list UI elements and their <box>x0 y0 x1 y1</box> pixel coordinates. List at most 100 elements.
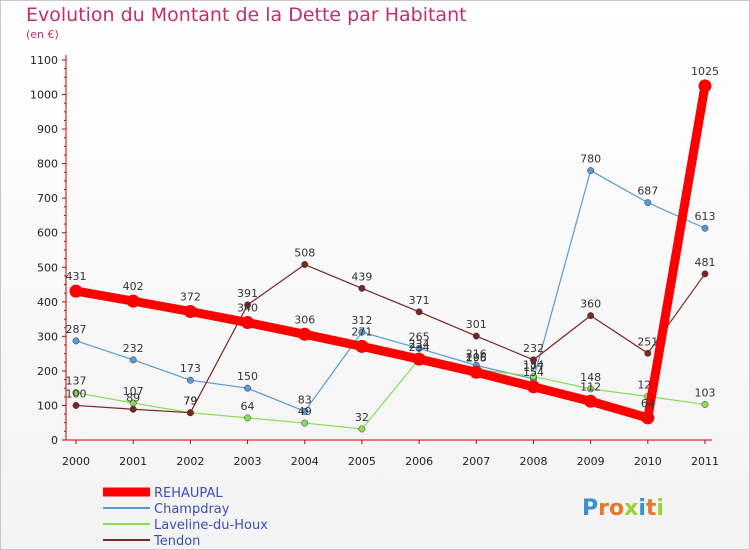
data-point <box>358 328 366 336</box>
data-label: 780 <box>580 153 601 166</box>
data-point <box>587 167 595 174</box>
data-point <box>469 365 483 379</box>
data-point <box>186 376 194 384</box>
data-point <box>72 389 80 397</box>
legend-label: Laveline-du-Houx <box>154 518 268 533</box>
data-label: 205 <box>466 351 487 364</box>
x-tick-label: 2010 <box>634 455 662 468</box>
data-label: 103 <box>695 386 716 399</box>
data-label: 150 <box>237 370 258 383</box>
series-line-laveline-du-houx <box>75 358 706 430</box>
data-point <box>701 400 709 408</box>
y-tick-label: 0 <box>51 434 58 447</box>
data-label: 360 <box>580 298 601 311</box>
data-point <box>301 261 309 268</box>
data-point <box>358 284 366 292</box>
data-label: 371 <box>409 294 430 307</box>
data-label: 251 <box>637 335 658 348</box>
data-label: 232 <box>523 342 544 355</box>
data-label: 184 <box>523 358 544 371</box>
data-point <box>298 327 312 341</box>
data-label: 232 <box>123 342 144 355</box>
y-tick-label: 100 <box>37 399 58 412</box>
brand-logo: Proxiti <box>582 496 664 521</box>
data-label: 89 <box>126 391 140 404</box>
data-label: 112 <box>580 380 601 393</box>
data-label: 481 <box>695 256 716 269</box>
series-line-champdray <box>75 169 706 412</box>
legend-label: Champdray <box>154 502 230 517</box>
y-tick-label: 500 <box>37 261 58 274</box>
data-point <box>126 294 140 308</box>
data-point <box>183 304 197 318</box>
data-label: 177 <box>523 361 544 374</box>
data-label: 687 <box>637 185 658 198</box>
data-point <box>584 394 598 408</box>
data-label: 107 <box>123 385 144 398</box>
data-point <box>244 301 251 309</box>
data-label: 301 <box>466 318 487 331</box>
x-tick-label: 2000 <box>62 455 90 468</box>
data-label: 265 <box>409 330 430 343</box>
chart-subtitle: (en €) <box>26 28 59 41</box>
data-label: 391 <box>237 287 258 300</box>
data-label: 439 <box>351 270 372 283</box>
data-point <box>415 308 423 316</box>
chart-title: Evolution du Montant de la Dette par Hab… <box>26 4 467 26</box>
x-tick-label: 2005 <box>348 455 376 468</box>
data-label: 49 <box>298 405 312 418</box>
data-point <box>129 356 137 364</box>
data-label: 287 <box>66 323 87 336</box>
data-label: 216 <box>466 347 487 360</box>
data-label: 173 <box>180 362 201 375</box>
data-point <box>701 270 709 278</box>
data-label: 312 <box>351 314 372 327</box>
y-tick-label: 300 <box>37 330 58 343</box>
data-point <box>644 349 652 357</box>
y-tick-label: 1000 <box>30 89 58 102</box>
x-tick-label: 2008 <box>519 455 547 468</box>
y-tick-label: 1100 <box>30 54 58 67</box>
data-point <box>244 414 251 422</box>
data-label: 196 <box>466 351 487 364</box>
series-line-tendon <box>75 263 706 414</box>
data-label: 100 <box>66 387 87 400</box>
data-label: 154 <box>523 366 544 379</box>
data-point <box>641 411 655 425</box>
y-tick-label: 400 <box>37 296 58 309</box>
data-point <box>69 284 83 298</box>
data-label: 234 <box>409 341 430 354</box>
y-tick-label: 700 <box>37 192 58 205</box>
data-label: 79 <box>183 395 197 408</box>
data-point <box>701 224 709 232</box>
data-point <box>530 372 537 380</box>
data-label: 306 <box>294 313 315 326</box>
data-label: 32 <box>355 411 369 424</box>
data-label: 64 <box>241 400 255 413</box>
data-point <box>415 345 423 352</box>
data-label: 402 <box>123 280 144 293</box>
x-tick-label: 2001 <box>119 455 147 468</box>
data-point <box>587 385 595 393</box>
data-point <box>301 419 309 427</box>
data-label: 340 <box>237 302 258 315</box>
data-label: 271 <box>351 325 372 338</box>
data-point <box>72 337 80 345</box>
data-label: 234 <box>409 338 430 351</box>
data-point <box>129 405 137 413</box>
data-label: 137 <box>66 375 87 388</box>
data-point <box>472 332 480 340</box>
legend-label: Tendon <box>153 534 200 549</box>
x-tick-label: 2007 <box>462 455 490 468</box>
y-tick-label: 900 <box>37 123 58 136</box>
data-point <box>244 384 251 392</box>
data-label: 79 <box>183 395 197 408</box>
data-point <box>698 79 712 93</box>
data-point <box>412 352 426 366</box>
x-tick-label: 2004 <box>291 455 319 468</box>
legend-label: REHAUPAL <box>154 486 223 501</box>
data-label: 613 <box>695 210 716 223</box>
data-label: 1025 <box>691 65 719 78</box>
